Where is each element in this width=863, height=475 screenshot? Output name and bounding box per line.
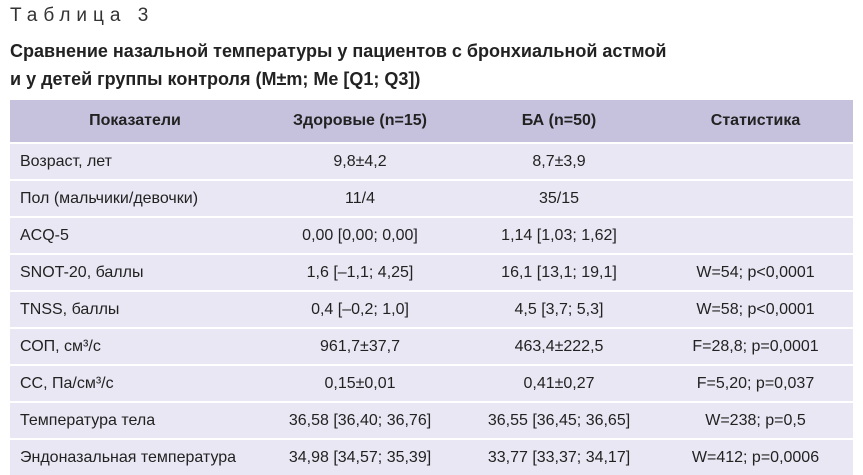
table-cell: 463,4±222,5 (460, 327, 658, 365)
table-cell: 16,1 [13,1; 19,1] (460, 253, 658, 291)
table-cell: 0,4 [–0,2; 1,0] (260, 290, 460, 328)
table-cell: W=412; p=0,0006 (658, 438, 853, 475)
table-cell: 33,77 [33,37; 34,17] (460, 438, 658, 475)
table-cell (658, 179, 853, 217)
table-row: SNOT-20, баллы 1,6 [–1,1; 4,25] 16,1 [13,1… (10, 253, 853, 291)
table-cell: W=58; p<0,0001 (658, 290, 853, 328)
table-cell: 11/4 (260, 179, 460, 217)
table-cell: W=54; p<0,0001 (658, 253, 853, 291)
data-table: Показатели Здоровые (n=15) БА (n=50) Статис… (10, 100, 853, 475)
table-cell: 0,00 [0,00; 0,00] (260, 216, 460, 254)
header-row: Показатели Здоровые (n=15) БА (n=50) Статис… (10, 100, 853, 144)
table-cell (658, 142, 853, 180)
table-cell: W=238; p=0,5 (658, 401, 853, 439)
column-header: БА (n=50) (460, 100, 658, 144)
column-header: Показатели (10, 100, 260, 144)
table-cell: 36,55 [36,45; 36,65] (460, 401, 658, 439)
table-cell: 8,7±3,9 (460, 142, 658, 180)
table-row: ACQ-5 0,00 [0,00; 0,00] 1,14 [1,03; 1,62] (10, 216, 853, 254)
table-cell: СС, Па/см³/с (10, 364, 260, 402)
table-cell: Пол (мальчики/девочки) (10, 179, 260, 217)
table-cell: Возраст, лет (10, 142, 260, 180)
table-cell: SNOT-20, баллы (10, 253, 260, 291)
table-cell: 1,6 [–1,1; 4,25] (260, 253, 460, 291)
table-title: Сравнение назальной температуры у пациен… (10, 37, 666, 93)
table-cell: 0,15±0,01 (260, 364, 460, 402)
table-label: Таблица 3 (10, 5, 155, 26)
table-row: Эндоназальная температура 34,98 [34,57; 3… (10, 438, 853, 475)
table-row: Температура тела 36,58 [36,40; 36,76] 36,5… (10, 401, 853, 439)
title-line: Сравнение назальной температуры у пациен… (10, 41, 667, 61)
column-header: Статистика (658, 100, 853, 144)
table-cell: F=5,20; p=0,037 (658, 364, 853, 402)
table-body: Возраст, лет 9,8±4,2 8,7±3,9 Пол (мальчики/… (10, 142, 853, 475)
table-cell (658, 216, 853, 254)
table-row: Возраст, лет 9,8±4,2 8,7±3,9 (10, 142, 853, 180)
table-cell: ACQ-5 (10, 216, 260, 254)
table-cell: 961,7±37,7 (260, 327, 460, 365)
table-row: СОП, см³/с 961,7±37,7 463,4±222,5 F=28,8; p… (10, 327, 853, 365)
title-line: и у детей группы контроля (M±m; Me [Q1; … (10, 69, 421, 89)
table-cell: СОП, см³/с (10, 327, 260, 365)
table-row: TNSS, баллы 0,4 [–0,2; 1,0] 4,5 [3,7; 5,3]… (10, 290, 853, 328)
table-cell: 0,41±0,27 (460, 364, 658, 402)
table-cell: Температура тела (10, 401, 260, 439)
table-cell: 36,58 [36,40; 36,76] (260, 401, 460, 439)
table-cell: 4,5 [3,7; 5,3] (460, 290, 658, 328)
table-row: Пол (мальчики/девочки) 11/4 35/15 (10, 179, 853, 217)
table-row: СС, Па/см³/с 0,15±0,01 0,41±0,27 F=5,20; p=… (10, 364, 853, 402)
table-cell: 34,98 [34,57; 35,39] (260, 438, 460, 475)
table-cell: F=28,8; p=0,0001 (658, 327, 853, 365)
column-header: Здоровые (n=15) (260, 100, 460, 144)
table-cell: 1,14 [1,03; 1,62] (460, 216, 658, 254)
table-cell: 9,8±4,2 (260, 142, 460, 180)
table-cell: 35/15 (460, 179, 658, 217)
table-cell: Эндоназальная температура (10, 438, 260, 475)
table-cell: TNSS, баллы (10, 290, 260, 328)
